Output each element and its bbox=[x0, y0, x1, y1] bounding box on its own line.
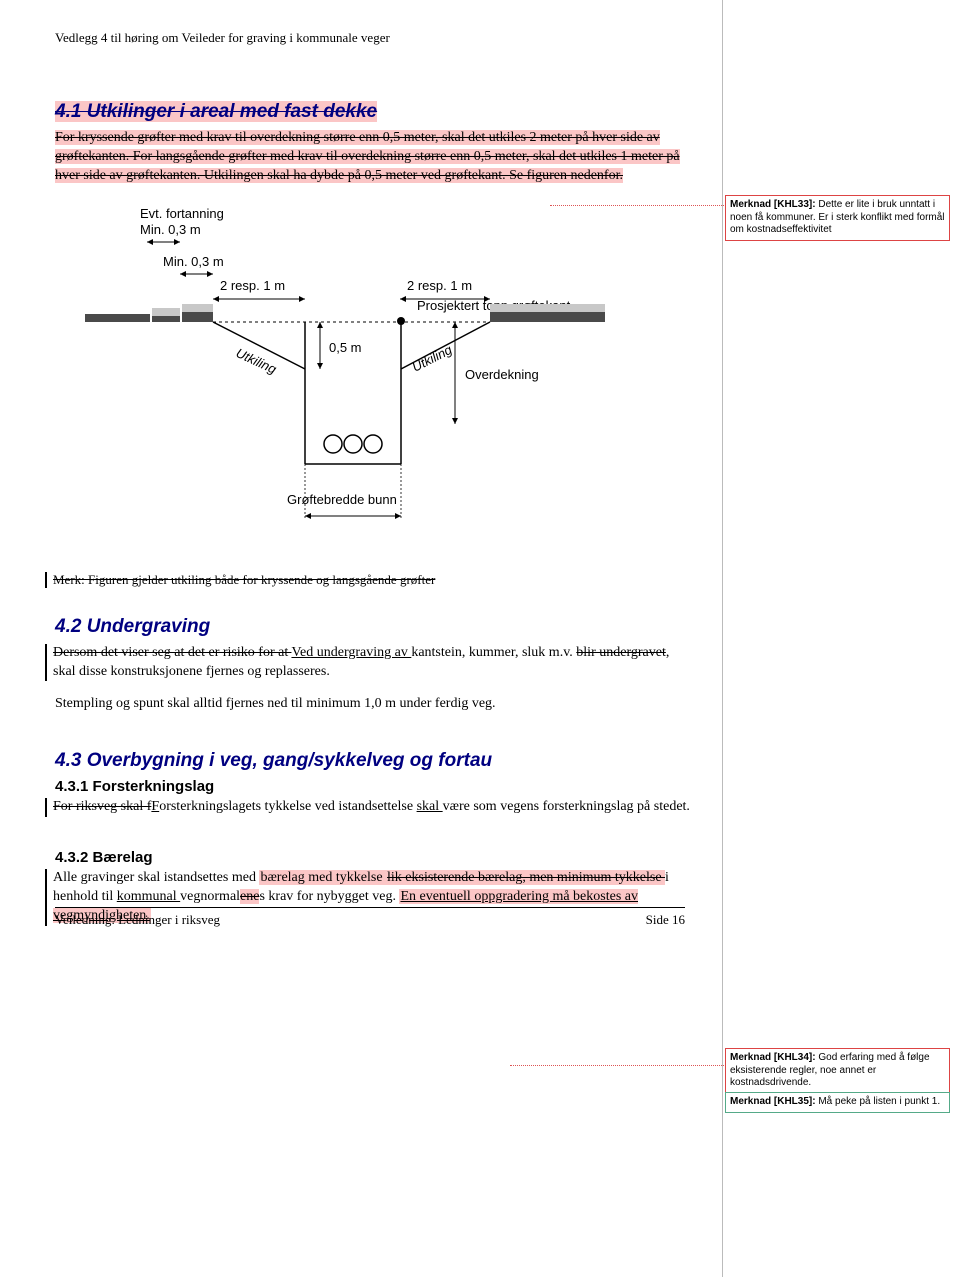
page-footer: Veiledning: Ledninger i riksveg Side 16 bbox=[55, 907, 685, 928]
label-utkiling-left: Utkiling bbox=[234, 345, 280, 377]
heading-4-1-text: 4.1 Utkilinger i areal med fast dekke bbox=[55, 101, 377, 122]
t-432-del1: lik eksisterende bærelag, men minimum ty… bbox=[387, 870, 665, 885]
para-4-2-b: Stempling og spunt skal alltid fjernes n… bbox=[55, 695, 690, 714]
t-432-d: s krav for nybygget veg. bbox=[259, 889, 399, 904]
del-4-2-a: Dersom det viser seg at det er risiko fo… bbox=[53, 645, 291, 660]
para-4-1-text: For kryssende grøfter med krav til overd… bbox=[55, 130, 680, 183]
comment-khl34: Merknad [KHL34]: God erfaring med å følg… bbox=[725, 1048, 950, 1094]
comment-khl35: Merknad [KHL35]: Må peke på listen i pun… bbox=[725, 1092, 950, 1113]
page-body: Vedlegg 4 til høring om Veileder for gra… bbox=[0, 0, 720, 950]
para-4-2-a: Dersom det viser seg at det er risiko fo… bbox=[45, 644, 690, 682]
comment-khl33: Merknad [KHL33]: Dette er lite i bruk un… bbox=[725, 195, 950, 241]
c34-label: Merknad [KHL34]: bbox=[730, 1052, 816, 1063]
heading-4-2: 4.2 Undergraving bbox=[55, 616, 690, 638]
t-432-hl: bærelag med tykkelse bbox=[259, 870, 387, 885]
label-utkiling-right: Utkiling bbox=[410, 341, 455, 374]
label-min03a: Min. 0,3 m bbox=[140, 222, 201, 237]
ins-skal: skal bbox=[417, 799, 443, 814]
merk-line-text: Merk: Figuren gjelder utkiling både for … bbox=[53, 572, 435, 587]
figure-svg: Evt. fortanning Min. 0,3 m Min. 0,3 m 2 … bbox=[85, 204, 605, 534]
t-432-c: vegnormal bbox=[180, 889, 240, 904]
footer-right: Side 16 bbox=[646, 912, 685, 928]
del-4-3-1: For riksveg skal f bbox=[53, 799, 151, 814]
page-header: Vedlegg 4 til høring om Veileder for gra… bbox=[55, 30, 690, 46]
label-overdekning: Overdekning bbox=[465, 367, 539, 382]
label-groftebredde: Grøftebredde bunn bbox=[287, 492, 397, 507]
c35-text: Må peke på listen i punkt 1. bbox=[816, 1096, 941, 1107]
label-min03b: Min. 0,3 m bbox=[163, 254, 224, 269]
figure-utkiling: Evt. fortanning Min. 0,3 m Min. 0,3 m 2 … bbox=[85, 204, 690, 534]
t-432-del2: ene bbox=[240, 889, 259, 904]
comment-separator bbox=[722, 0, 723, 1277]
footer-left: Veiledning: Ledninger i riksveg bbox=[55, 912, 220, 928]
heading-4-3: 4.3 Overbygning i veg, gang/sykkelveg og… bbox=[55, 750, 690, 772]
heading-4-3-1: 4.3.1 Forsterkningslag bbox=[55, 778, 690, 795]
heading-4-3-2: 4.3.2 Bærelag bbox=[55, 849, 690, 866]
merk-line: Merk: Figuren gjelder utkiling både for … bbox=[45, 572, 690, 588]
connector-34 bbox=[510, 1065, 726, 1066]
para-4-3-1: For riksveg skal fForsterkningslagets ty… bbox=[45, 798, 690, 817]
c33-label: Merknad [KHL33]: bbox=[730, 199, 816, 210]
label-resp-right: 2 resp. 1 m bbox=[407, 278, 472, 293]
t-432-a: Alle gravinger skal istandsettes med bbox=[53, 870, 259, 885]
connector-33 bbox=[550, 205, 726, 206]
plain-4-2-a: kantstein, kummer, sluk m.v. bbox=[411, 645, 576, 660]
t-432-ins1: kommunal bbox=[117, 889, 180, 904]
del-4-2-b: blir undergravet bbox=[576, 645, 666, 660]
label-evt-fortanning: Evt. fortanning bbox=[140, 206, 224, 221]
plain-4-3-1b: være som vegens forsterkningslag på sted… bbox=[443, 799, 690, 814]
para-4-1: For kryssende grøfter med krav til overd… bbox=[55, 129, 690, 186]
label-resp-left: 2 resp. 1 m bbox=[220, 278, 285, 293]
ins-4-2-a: Ved undergraving av bbox=[291, 645, 411, 660]
c35-label: Merknad [KHL35]: bbox=[730, 1096, 816, 1107]
plain-4-3-1a: orsterkningslagets tykkelse ved istandse… bbox=[159, 799, 416, 814]
label-05m: 0,5 m bbox=[329, 340, 362, 355]
heading-4-1: 4.1 Utkilinger i areal med fast dekke bbox=[55, 101, 690, 123]
